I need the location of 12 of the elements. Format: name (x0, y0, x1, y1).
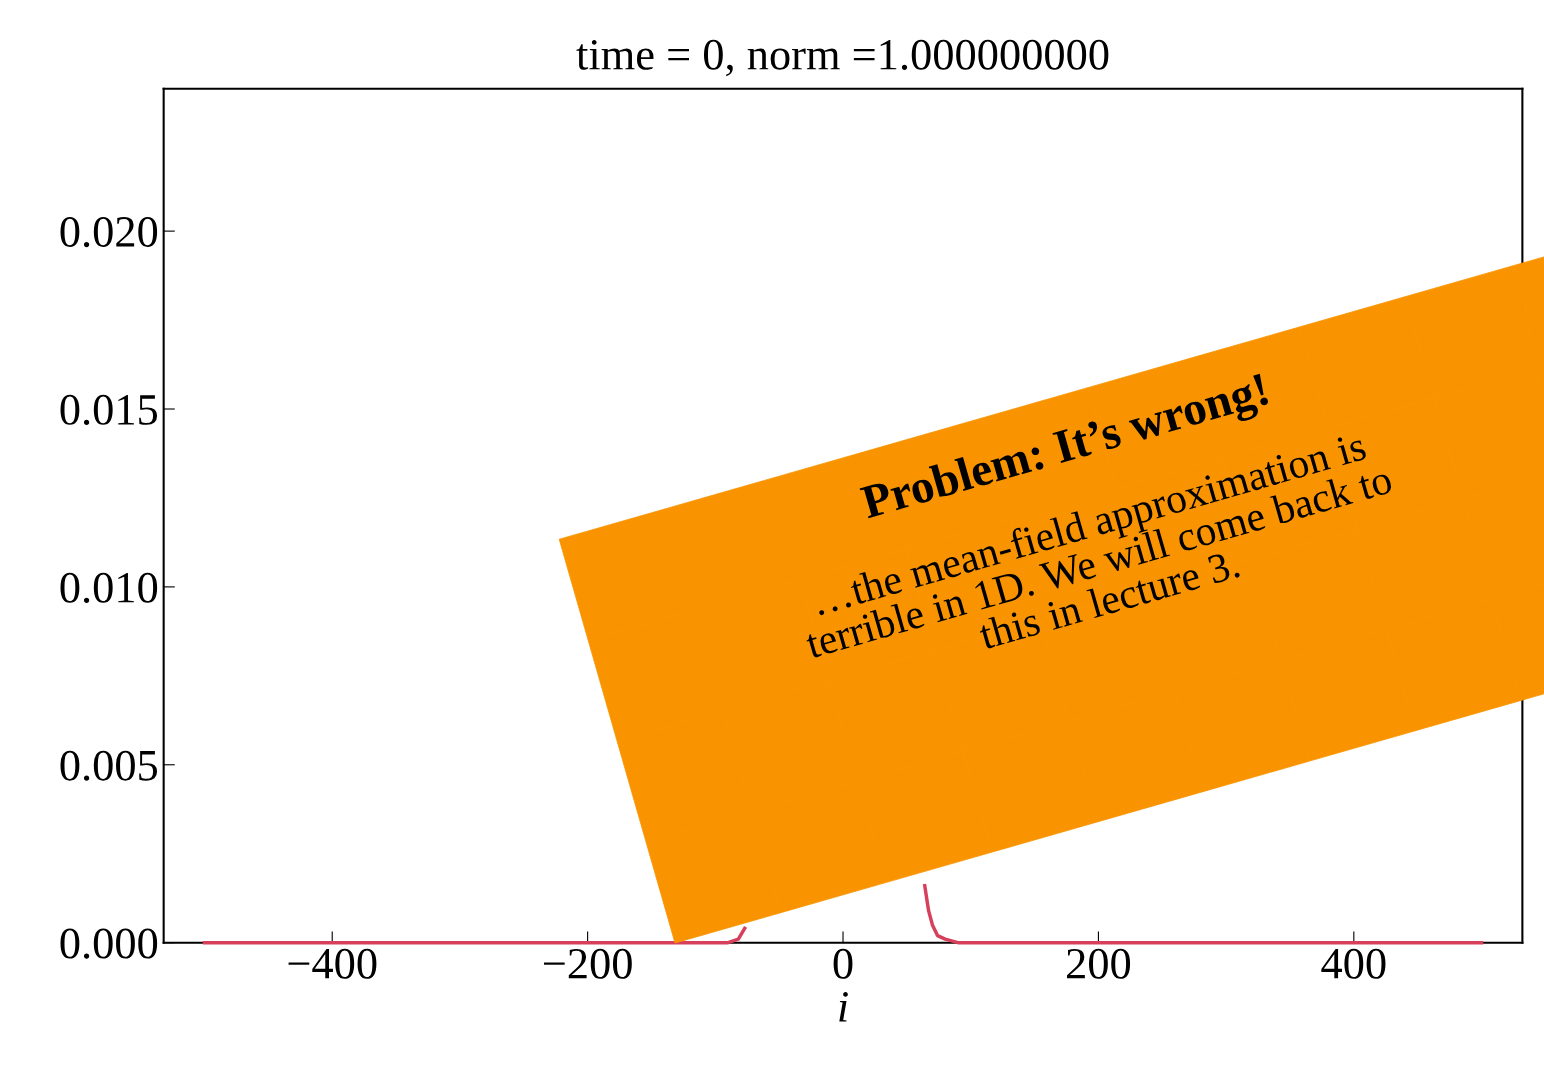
y-tick-label: 0.000 (60, 928, 158, 959)
x-tick-label: −200 (543, 948, 632, 979)
x-tick-label: 0 (833, 948, 853, 979)
y-tick-label: 0.005 (60, 750, 158, 781)
y-tick-label: 0.010 (60, 572, 158, 603)
x-tick-label: −400 (288, 948, 377, 979)
y-tick-label: 0.015 (60, 394, 158, 426)
x-tick-label: 200 (1067, 948, 1131, 979)
y-tick-label: 0.020 (60, 216, 158, 248)
x-tick-label: 400 (1321, 948, 1386, 979)
chart-title: time = 0, norm =1.000000000 (576, 39, 1109, 77)
x-axis-title: i (839, 992, 848, 1022)
